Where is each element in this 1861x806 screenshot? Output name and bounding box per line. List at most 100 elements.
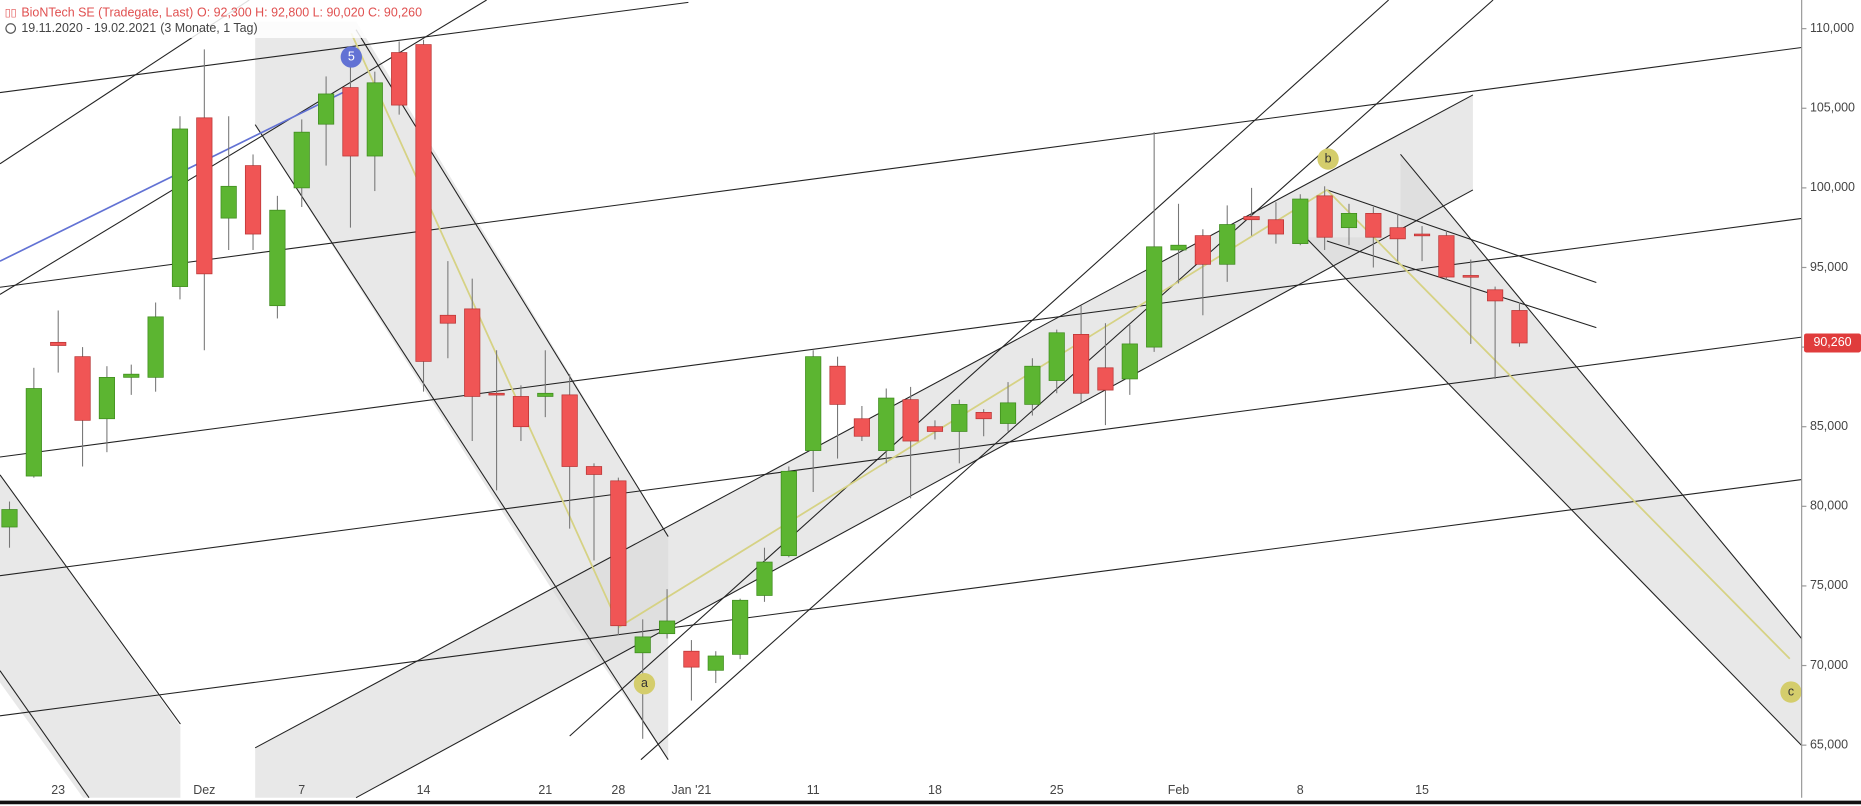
candle-body [829, 365, 846, 405]
candle-body [537, 392, 554, 397]
y-tick-label: 75,000 [1810, 578, 1848, 592]
quote: O: 92,300 H: 92,800 L: 90,020 C: 90,260 [197, 5, 422, 19]
trend-line [0, 336, 1802, 577]
candle-body [1097, 367, 1114, 391]
candle-body [1365, 212, 1382, 238]
trend-line [1305, 237, 1803, 746]
y-tick-label: 110,000 [1810, 21, 1854, 35]
x-tick-label: 11 [807, 783, 820, 797]
candle-body [878, 397, 895, 451]
candle-body [610, 480, 627, 627]
candle-body [318, 93, 335, 125]
candle-body [1146, 246, 1163, 348]
candle-body [293, 131, 310, 189]
candle-body [196, 117, 213, 275]
candle-body [50, 341, 67, 346]
trend-line [0, 1, 689, 94]
candle-body [1462, 275, 1479, 278]
trend-line [0, 46, 1802, 288]
x-tick-label: 18 [928, 783, 942, 797]
candle-body [1340, 212, 1358, 229]
y-tick-label: 100,000 [1810, 180, 1855, 194]
candle-body [1219, 224, 1236, 265]
candle-body [1316, 195, 1333, 238]
candle-body [1194, 235, 1211, 265]
trend-line [0, 0, 487, 295]
candle-body [123, 373, 140, 378]
candle-body [1389, 227, 1406, 240]
candle-body [98, 376, 115, 420]
candle-body [999, 402, 1017, 424]
candle-body [512, 396, 530, 428]
candle-body [1073, 334, 1090, 394]
candle-body [488, 392, 505, 396]
candle-body [634, 636, 651, 654]
channel-band [0, 474, 181, 798]
candle-body [853, 418, 870, 437]
candle-body [464, 308, 481, 397]
x-tick-label: Dez [193, 783, 215, 797]
last-price-tag [1804, 333, 1861, 353]
candle-body [756, 561, 773, 596]
candle-body [658, 620, 676, 635]
wave-line [350, 32, 1791, 660]
period: (3 Monate, 1 Tag) [160, 21, 257, 35]
y-tick-label: 85,000 [1810, 419, 1848, 433]
clock-icon [5, 23, 17, 34]
x-tick-label: 15 [1415, 783, 1429, 797]
trend-line [0, 217, 1802, 458]
candle-body [805, 356, 822, 451]
candle-body [683, 650, 700, 668]
candle-body [707, 655, 724, 671]
trend-line [355, 189, 1474, 799]
candle-body [975, 412, 992, 420]
candle-body [439, 314, 456, 324]
candle-body [220, 185, 237, 219]
candle-body [74, 356, 91, 421]
date-range: 19.11.2020 - 19.02.2021 [21, 21, 156, 35]
candle-body [1243, 216, 1260, 221]
trend-line [254, 124, 669, 760]
wave-label: b [1325, 151, 1332, 165]
channel-band [1305, 154, 1802, 746]
x-tick-label: 28 [611, 783, 625, 797]
y-tick-label: 65,000 [1810, 737, 1848, 751]
candle-body [1292, 198, 1309, 244]
candle-body [342, 87, 359, 157]
candle-body [1170, 244, 1187, 251]
x-tick-label: 21 [538, 783, 552, 797]
x-tick-label: 7 [298, 783, 305, 797]
trend-line [0, 474, 181, 725]
trend-line [1400, 153, 1803, 639]
trend-line [640, 0, 1494, 761]
y-tick-label: 70,000 [1810, 658, 1848, 672]
candle-body [1267, 219, 1284, 235]
y-tick-label: 80,000 [1810, 499, 1848, 513]
candle-body [926, 426, 944, 432]
channel-band [255, 21, 669, 760]
wave-label: 5 [348, 49, 355, 63]
y-tick-label: 105,000 [1810, 101, 1855, 115]
candle-body [269, 209, 286, 307]
candle-body [1511, 310, 1528, 344]
candle-body [391, 52, 408, 106]
header: ▯▯ BioNTech SE (Tradegate, Last) O: 92,3… [0, 0, 422, 38]
chart-title: BioNTech SE (Tradegate, Last) [21, 5, 193, 19]
candle-body [951, 404, 968, 432]
candle-body [415, 44, 432, 362]
wave-label: c [1788, 684, 1794, 698]
channel-band [255, 94, 1473, 798]
candle-body [1438, 235, 1455, 278]
wave-marker [633, 673, 656, 695]
y-tick-label: 95,000 [1810, 260, 1848, 274]
candle-body [1024, 365, 1041, 405]
drawings [0, 0, 1803, 799]
candle-body [25, 388, 42, 477]
candle-body [147, 316, 164, 378]
x-tick-label: 8 [1297, 783, 1304, 797]
trend-line [1326, 189, 1597, 284]
candle-body [902, 399, 919, 442]
wave-marker [1317, 148, 1339, 170]
trend-line [0, 670, 90, 798]
